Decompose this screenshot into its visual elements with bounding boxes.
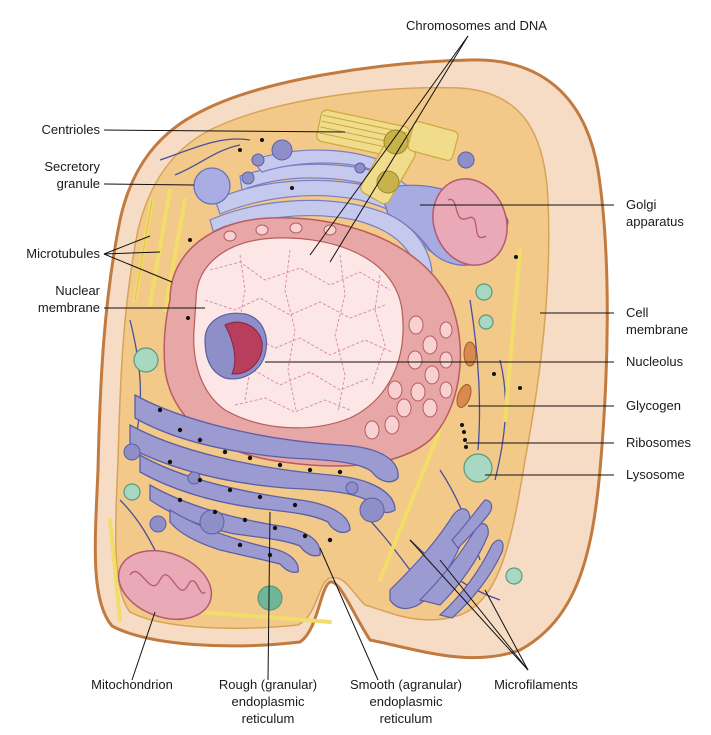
label-smooth-er-line2: endoplasmic [369, 694, 443, 709]
label-secretory-line2: granule [56, 176, 100, 191]
label-cell-membrane-line1: Cell [626, 305, 649, 320]
label-glycogen: Glycogen [626, 398, 681, 413]
label-smooth-er-line1: Smooth (agranular) [350, 677, 462, 692]
microtubule-rods [108, 188, 522, 624]
nucleolus-inner [224, 321, 263, 375]
label-golgi-line2: apparatus [626, 214, 684, 229]
label-microtubules: Microtubules [26, 246, 100, 261]
leader-lines [103, 35, 614, 681]
rough-er-pores [223, 222, 453, 440]
label-secretory-line1: Secretory [44, 159, 100, 174]
glycogen-granules [456, 341, 477, 408]
label-lysosome: Lysosome [626, 467, 685, 482]
label-nuclear-line1: Nuclear [55, 283, 100, 298]
label-rough-er-line3: reticulum [241, 711, 295, 726]
label-centrioles: Centrioles [41, 122, 100, 137]
smooth-er-network [389, 499, 504, 619]
er-vesicles [123, 443, 385, 535]
secretory-granule-shape [193, 167, 231, 205]
label-ribosomes: Ribosomes [626, 435, 692, 450]
label-nucleolus: Nucleolus [626, 354, 684, 369]
label-mitochondrion: Mitochondrion [91, 677, 173, 692]
label-rough-er-line2: endoplasmic [231, 694, 305, 709]
rough-er-stacks [129, 393, 399, 574]
label-microfilaments: Microfilaments [494, 677, 578, 692]
label-nuclear-line2: membrane [37, 300, 100, 315]
chromatin-network [204, 249, 393, 413]
label-chromosomes-and-dna: Chromosomes and DNA [406, 18, 547, 33]
nucleus-interior [193, 237, 404, 429]
label-rough-er-line1: Rough (granular) [218, 677, 318, 692]
centrioles-shape [316, 109, 459, 205]
mitochondrion-upper-right [432, 178, 508, 266]
label-cell-membrane-line2: membrane [626, 322, 689, 337]
ribosome-dots [157, 138, 522, 558]
label-smooth-er-line3: reticulum [379, 711, 433, 726]
label-golgi-line1: Golgi [626, 197, 657, 212]
